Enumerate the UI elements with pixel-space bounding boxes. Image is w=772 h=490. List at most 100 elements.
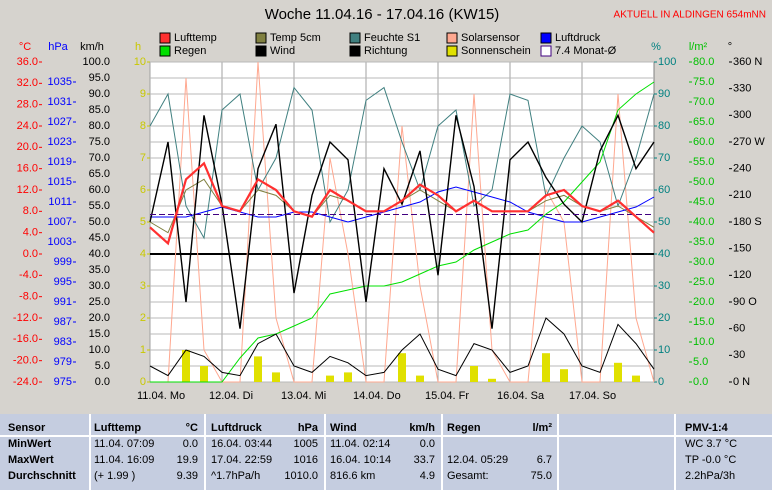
series-line [149, 317, 655, 377]
table-bg [0, 414, 772, 490]
axis-title: km/h [80, 41, 104, 53]
sunshine-bar [470, 366, 478, 382]
y-tick-label: 30.0 [693, 256, 714, 268]
axis-title: ° [728, 41, 732, 53]
sunshine-bar [632, 375, 640, 382]
x-tick-label: 17.04. So [569, 390, 616, 402]
y-tick-label: 1027 [48, 116, 72, 128]
y-tick-label: 0.0 [693, 376, 708, 388]
y-tick-label: 36.0 [17, 56, 38, 68]
x-tick-label: 13.04. Mi [281, 390, 326, 402]
y-tick-label: 300 [733, 109, 751, 121]
sunshine-bar [488, 378, 496, 382]
y-tick-label: 1031 [48, 96, 72, 108]
y-tick-label: 20.0 [17, 141, 38, 153]
table-cell: 1010.0 [284, 470, 318, 482]
y-tick-label: 100 [658, 56, 676, 68]
legend-label: 7.4 Monat-Ø [555, 45, 617, 57]
y-tick-label: 20.0 [89, 312, 110, 324]
y-tick-label: 10 [134, 56, 146, 68]
y-tick-label: 90 [658, 88, 670, 100]
y-tick-label: 150 [733, 243, 751, 255]
y-tick-label: 0 N [733, 376, 750, 388]
sunshine-bar [614, 362, 622, 382]
series-line [150, 61, 655, 383]
y-tick-label: 7 [140, 152, 146, 164]
y-tick-label: 60.0 [89, 184, 110, 196]
y-tick-label: 240 [733, 163, 751, 175]
sunshine-bar [182, 350, 190, 382]
y-tick-label: 75.0 [89, 136, 110, 148]
y-tick-label: 0.0 [95, 376, 110, 388]
y-tick-label: 999 [54, 256, 72, 268]
y-tick-label: 90 O [733, 296, 757, 308]
y-tick-label: 55.0 [89, 200, 110, 212]
legend-swatch [255, 45, 267, 57]
legend-label: Richtung [364, 45, 407, 57]
table-cell: 17.04. 22:59 [211, 454, 272, 466]
chart-title: Woche 11.04.16 - 17.04.16 (KW15) [265, 6, 500, 23]
y-tick-label: 991 [54, 296, 72, 308]
y-tick-label: 35.0 [693, 236, 714, 248]
table-header: hPa [298, 422, 319, 434]
table-cell: 11.04. 02:14 [330, 438, 390, 450]
table-cell: 33.7 [414, 454, 435, 466]
sunshine-bar [398, 353, 406, 382]
y-tick-label: 80.0 [89, 120, 110, 132]
y-tick-label: 0 [658, 376, 664, 388]
y-tick-label: 2 [140, 312, 146, 324]
y-tick-label: 60 [658, 184, 670, 196]
legend-label: Feuchte S1 [364, 32, 420, 44]
table-header: Sensor [8, 422, 46, 434]
series-line [149, 161, 655, 246]
y-tick-label: 1007 [48, 216, 72, 228]
sunshine-bar [560, 369, 568, 382]
axis-title: °C [19, 41, 31, 53]
y-tick-label: 40.0 [89, 248, 110, 260]
axis-title: % [651, 41, 661, 53]
y-tick-label: 4 [140, 248, 146, 260]
table-cell: 2.2hPa/3h [685, 470, 735, 482]
legend-swatch [159, 32, 171, 44]
legend-swatch [255, 32, 267, 44]
table-cell: 4.9 [420, 470, 435, 482]
y-tick-label: 60 [733, 323, 745, 335]
y-tick-label: 30 [658, 280, 670, 292]
y-tick-label: 28.0 [17, 99, 38, 111]
y-tick-label: -4.0 [19, 269, 38, 281]
legend-swatch [349, 32, 361, 44]
table-cell: 0.0 [183, 438, 198, 450]
legend-swatch [159, 45, 171, 57]
y-tick-label: 70.0 [89, 152, 110, 164]
table-cell: (+ 1.99 ) [94, 470, 135, 482]
table-header: Wind [330, 422, 357, 434]
station-label: AKTUELL IN ALDINGEN 654mNN [614, 10, 766, 21]
legend-label: Sonnenschein [461, 45, 531, 57]
table-header: °C [186, 422, 198, 434]
legend-swatch [349, 45, 361, 57]
x-tick-label: 16.04. Sa [497, 390, 545, 402]
y-tick-label: 12.0 [17, 184, 38, 196]
y-tick-label: 35.0 [89, 264, 110, 276]
legend-swatch [540, 32, 552, 44]
table-cell: TP -0.0 °C [685, 454, 736, 466]
y-tick-label: 975 [54, 376, 72, 388]
table-cell: WC 3.7 °C [685, 438, 737, 450]
y-tick-label: 25.0 [693, 276, 714, 288]
sunshine-bar [200, 366, 208, 382]
table-cell: Durchschnitt [8, 470, 76, 482]
legend-label: Lufttemp [174, 32, 217, 44]
y-tick-label: -12.0 [13, 312, 38, 324]
y-tick-label: 210 [733, 189, 751, 201]
y-tick-label: 0.0 [23, 248, 38, 260]
y-tick-label: 65.0 [89, 168, 110, 180]
y-tick-label: 80 [658, 120, 670, 132]
y-tick-label: 30 [733, 349, 745, 361]
table-cell: 19.9 [177, 454, 198, 466]
axis-title: l/m² [689, 41, 708, 53]
y-tick-label: 30.0 [89, 280, 110, 292]
y-tick-label: 983 [54, 336, 72, 348]
y-tick-label: 1019 [48, 156, 72, 168]
y-tick-label: 10 [658, 344, 670, 356]
